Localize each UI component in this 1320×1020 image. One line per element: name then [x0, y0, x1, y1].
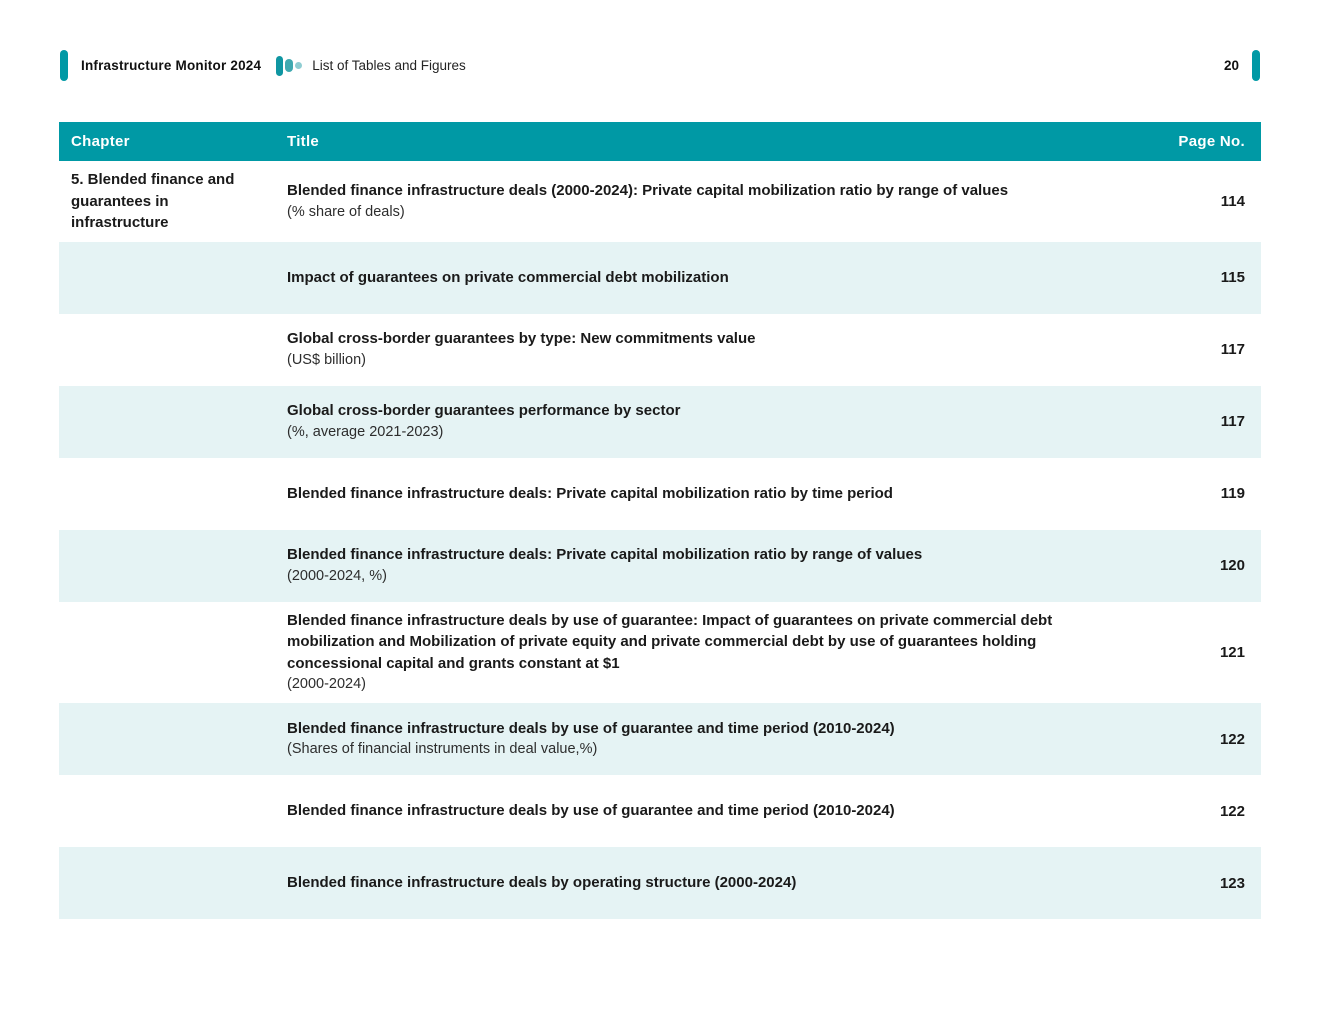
entry-page-number: 122	[1219, 802, 1245, 820]
entry-subtitle: (Shares of financial instruments in deal…	[287, 741, 598, 758]
entry-page-number: 119	[1220, 485, 1245, 502]
chapter-cell: 5. Blended finance and guarantees in inf…	[71, 171, 235, 231]
table-row: Blended finance infrastructure deals: Pr…	[59, 529, 1261, 602]
brand-mark-dot-icon	[295, 62, 303, 69]
table-row: Blended finance infrastructure deals by …	[59, 602, 1261, 704]
page-number: 20	[1223, 58, 1239, 73]
table-row: Blended finance infrastructure deals: Pr…	[59, 458, 1261, 530]
entry-subtitle: (US$ billion)	[287, 351, 366, 368]
title-cell: Blended finance infrastructure deals by …	[287, 610, 1133, 696]
entry-subtitle: (2000-2024, %)	[287, 567, 387, 584]
entry-subtitle: (% share of deals)	[287, 203, 405, 220]
table-row: Impact of guarantees on private commerci…	[59, 241, 1261, 314]
entry-page-number: 122	[1219, 730, 1245, 748]
brand-mark-icon	[276, 55, 303, 77]
entry-title: Global cross-border guarantees by type: …	[287, 330, 756, 348]
header-left-accent-bar-icon	[60, 50, 68, 81]
table-row: 5. Blended finance and guarantees in inf…	[59, 161, 1261, 242]
title-cell: Blended finance infrastructure deals by …	[287, 800, 1133, 822]
entry-page-number: 120	[1219, 557, 1245, 574]
title-cell: Blended finance infrastructure deals by …	[287, 718, 1133, 761]
column-header-page-no: Page No.	[1178, 133, 1245, 150]
table-row: Blended finance infrastructure deals by …	[59, 775, 1261, 847]
entry-title: Blended finance infrastructure deals by …	[287, 719, 895, 737]
title-cell: Blended finance infrastructure deals by …	[287, 872, 1133, 894]
entry-title: Blended finance infrastructure deals by …	[287, 874, 797, 892]
table-row: Blended finance infrastructure deals by …	[59, 703, 1261, 775]
entry-title: Blended finance infrastructure deals by …	[287, 611, 1053, 672]
table-header-row: Chapter Title Page No.	[59, 122, 1261, 161]
entry-title: Blended finance infrastructure deals (20…	[287, 182, 1009, 199]
page-header: Infrastructure Monitor 2024 List of Tabl…	[60, 50, 1260, 81]
title-cell: Blended finance infrastructure deals: Pr…	[287, 483, 1133, 505]
entry-page-number: 123	[1219, 874, 1245, 892]
entry-page-number: 121	[1219, 643, 1245, 661]
entry-page-number: 117	[1220, 341, 1245, 358]
column-header-title: Title	[287, 133, 320, 150]
title-cell: Global cross-border guarantees performan…	[287, 400, 1133, 443]
brand-mark-pill-large-icon	[276, 55, 284, 76]
header-right-accent-bar-icon	[1252, 50, 1260, 81]
entry-page-number: 114	[1220, 192, 1245, 210]
entry-title: Blended finance infrastructure deals: Pr…	[287, 546, 923, 564]
table-row: Global cross-border guarantees by type: …	[59, 314, 1261, 386]
entry-page-number: 115	[1220, 269, 1245, 286]
entry-title: Impact of guarantees on private commerci…	[287, 268, 729, 286]
table-row: Blended finance infrastructure deals by …	[59, 847, 1261, 919]
report-title: Infrastructure Monitor 2024	[81, 58, 262, 73]
entry-page-number: 117	[1220, 413, 1245, 430]
title-cell: Global cross-border guarantees by type: …	[287, 328, 1133, 371]
table-row: Global cross-border guarantees performan…	[59, 385, 1261, 458]
section-title: List of Tables and Figures	[312, 58, 466, 73]
entry-title: Global cross-border guarantees performan…	[287, 402, 681, 420]
list-of-tables-and-figures-table: Chapter Title Page No. 5. Blended financ…	[59, 122, 1261, 919]
entry-subtitle: (2000-2024)	[287, 676, 366, 692]
entry-title: Blended finance infrastructure deals by …	[287, 802, 895, 820]
title-cell: Blended finance infrastructure deals: Pr…	[287, 544, 1133, 587]
title-cell: Impact of guarantees on private commerci…	[287, 267, 1133, 289]
brand-mark-pill-medium-icon	[285, 59, 294, 72]
entry-subtitle: (%, average 2021-2023)	[287, 423, 444, 440]
entry-title: Blended finance infrastructure deals: Pr…	[287, 484, 893, 502]
column-header-chapter: Chapter	[71, 133, 130, 150]
title-cell: Blended finance infrastructure deals (20…	[287, 180, 1133, 223]
